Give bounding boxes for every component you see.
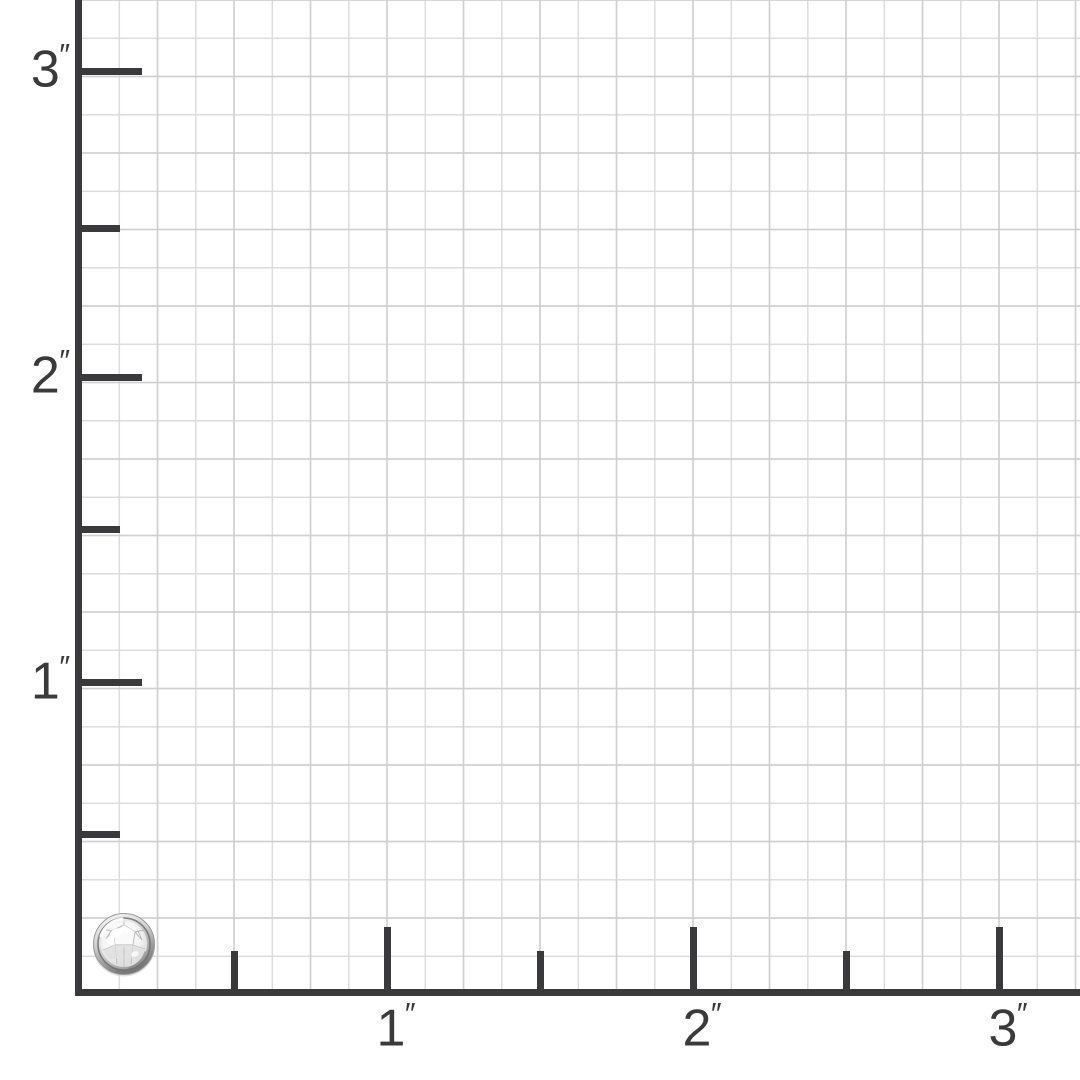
x-axis-line (75, 989, 1080, 996)
y-label-1-prime: ″ (59, 651, 70, 684)
x-tick-2_5in (843, 951, 850, 989)
x-tick-1_5in (537, 951, 544, 989)
y-tick-3in (82, 68, 142, 75)
y-axis-label-2in: 2″ (0, 345, 70, 405)
x-label-3-prime: ″ (1016, 998, 1028, 1031)
y-axis-label-1in: 1″ (0, 651, 70, 711)
x-axis-label-1in: 1″ (376, 998, 416, 1058)
y-tick-1_5in (82, 526, 120, 533)
y-label-3-prime: ″ (59, 39, 70, 72)
y-axis-label-3in: 3″ (0, 39, 70, 99)
gemstone-object (89, 909, 159, 979)
x-tick-2in (690, 927, 697, 989)
y-tick-1in (82, 679, 142, 686)
y-axis-line (75, 0, 82, 996)
x-label-3-value: 3 (988, 999, 1017, 1058)
x-tick-1in (384, 927, 391, 989)
y-label-3-value: 3 (30, 40, 60, 99)
x-tick-3in (996, 927, 1003, 989)
y-label-1-value: 1 (30, 652, 60, 711)
x-label-2-prime: ″ (710, 998, 722, 1031)
x-tick-0_5in (231, 951, 238, 989)
x-label-1-value: 1 (376, 999, 405, 1058)
y-tick-0_5in (82, 831, 120, 838)
y-label-2-value: 2 (30, 346, 60, 405)
y-tick-2_5in (82, 225, 120, 232)
x-axis-label-2in: 2″ (682, 998, 722, 1058)
round-brilliant-gem-icon (93, 913, 155, 977)
x-label-1-prime: ″ (404, 998, 416, 1031)
x-label-2-value: 2 (682, 999, 711, 1058)
graph-grid-minor (81, 0, 1080, 989)
y-label-2-prime: ″ (59, 345, 70, 378)
y-tick-2in (82, 374, 142, 381)
x-axis-label-3in: 3″ (988, 998, 1028, 1058)
